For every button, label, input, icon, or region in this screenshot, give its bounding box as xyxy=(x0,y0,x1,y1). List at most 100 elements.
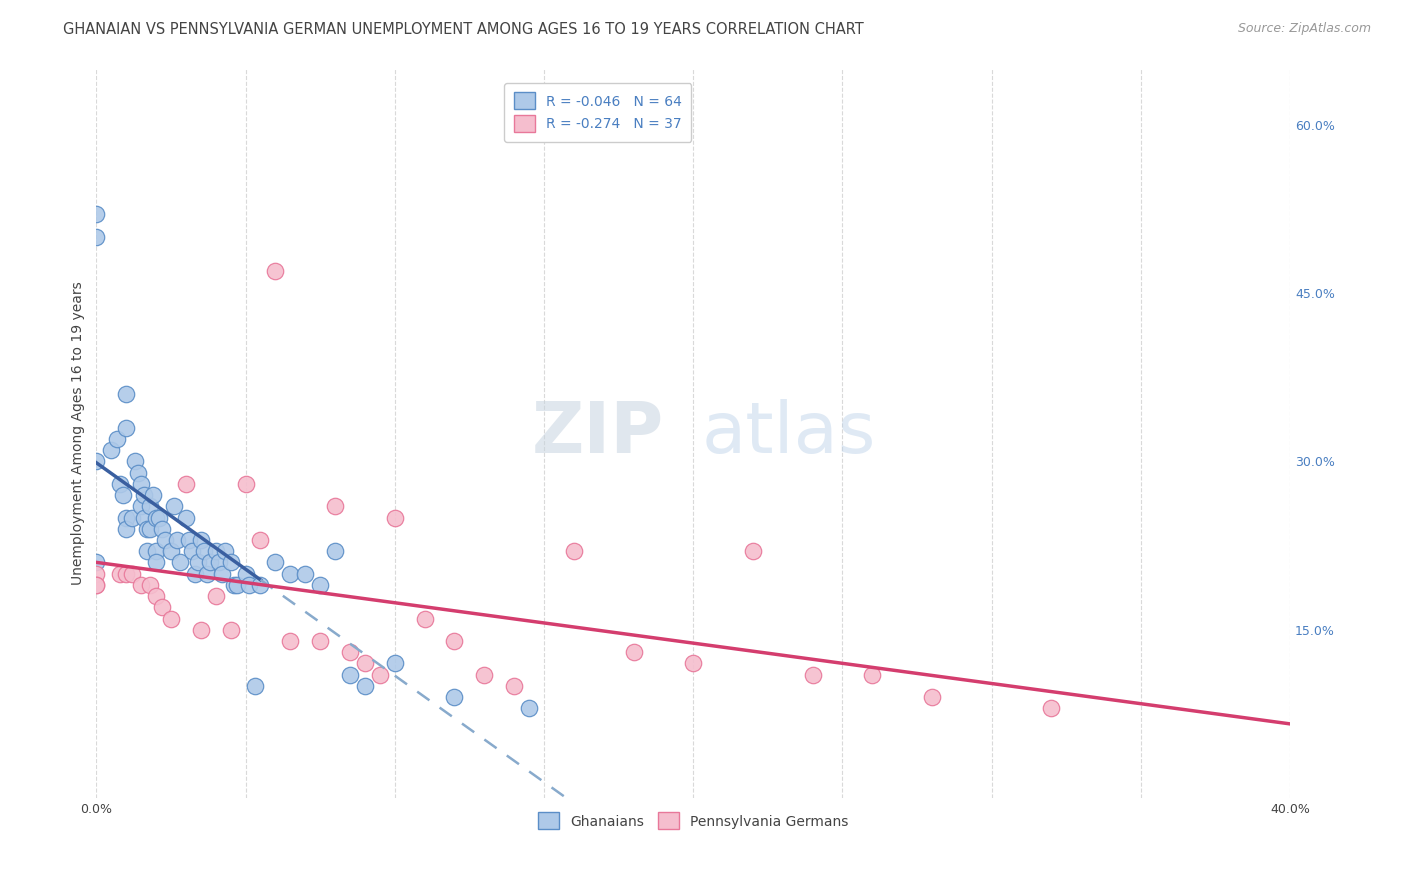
Point xyxy=(163,500,186,514)
Point xyxy=(121,566,143,581)
Point xyxy=(132,510,155,524)
Legend: Ghanaians, Pennsylvania Germans: Ghanaians, Pennsylvania Germans xyxy=(533,807,853,835)
Point xyxy=(86,566,108,581)
Point xyxy=(264,263,287,277)
Point xyxy=(86,454,108,468)
Point xyxy=(136,522,159,536)
Text: GHANAIAN VS PENNSYLVANIA GERMAN UNEMPLOYMENT AMONG AGES 16 TO 19 YEARS CORRELATI: GHANAIAN VS PENNSYLVANIA GERMAN UNEMPLOY… xyxy=(63,22,865,37)
Point xyxy=(115,510,138,524)
Point xyxy=(801,667,824,681)
Point xyxy=(354,657,377,671)
Point xyxy=(160,544,183,558)
Point xyxy=(110,476,132,491)
Point xyxy=(190,533,212,547)
Point xyxy=(562,544,585,558)
Point xyxy=(129,578,152,592)
Point xyxy=(249,578,271,592)
Point xyxy=(354,679,377,693)
Point xyxy=(323,544,346,558)
Point xyxy=(145,589,167,603)
Point xyxy=(623,645,645,659)
Point xyxy=(124,454,146,468)
Point xyxy=(219,623,242,637)
Point xyxy=(121,510,143,524)
Point xyxy=(177,533,200,547)
Point xyxy=(309,578,332,592)
Point xyxy=(222,578,245,592)
Point xyxy=(115,522,138,536)
Point xyxy=(741,544,763,558)
Point xyxy=(235,476,257,491)
Point xyxy=(238,578,260,592)
Point xyxy=(142,488,165,502)
Point xyxy=(187,556,209,570)
Point xyxy=(166,533,188,547)
Point xyxy=(384,657,406,671)
Point xyxy=(110,566,132,581)
Point xyxy=(160,611,183,625)
Point xyxy=(368,667,391,681)
Point xyxy=(249,533,271,547)
Text: atlas: atlas xyxy=(702,399,876,467)
Point xyxy=(204,589,226,603)
Point xyxy=(86,578,108,592)
Point xyxy=(148,510,170,524)
Point xyxy=(219,556,242,570)
Point xyxy=(860,667,883,681)
Point xyxy=(294,566,316,581)
Point xyxy=(86,556,108,570)
Point xyxy=(204,544,226,558)
Point xyxy=(129,476,152,491)
Point xyxy=(190,623,212,637)
Point xyxy=(100,443,122,458)
Point xyxy=(682,657,704,671)
Text: Source: ZipAtlas.com: Source: ZipAtlas.com xyxy=(1237,22,1371,36)
Point xyxy=(278,566,301,581)
Point xyxy=(309,634,332,648)
Point xyxy=(235,566,257,581)
Point xyxy=(384,510,406,524)
Point xyxy=(86,578,108,592)
Point xyxy=(132,488,155,502)
Point xyxy=(211,566,233,581)
Point xyxy=(174,476,197,491)
Point xyxy=(145,556,167,570)
Point xyxy=(323,500,346,514)
Point xyxy=(517,701,540,715)
Point xyxy=(145,544,167,558)
Point xyxy=(86,207,108,221)
Point xyxy=(105,432,128,446)
Point xyxy=(115,387,138,401)
Point xyxy=(339,645,361,659)
Point xyxy=(264,556,287,570)
Point xyxy=(139,500,162,514)
Point xyxy=(139,522,162,536)
Point xyxy=(174,510,197,524)
Point xyxy=(214,544,236,558)
Point xyxy=(208,556,231,570)
Point xyxy=(443,634,465,648)
Text: ZIP: ZIP xyxy=(531,399,664,467)
Point xyxy=(145,510,167,524)
Point xyxy=(115,566,138,581)
Point xyxy=(198,556,221,570)
Point xyxy=(472,667,495,681)
Point xyxy=(443,690,465,705)
Point xyxy=(339,667,361,681)
Point xyxy=(1040,701,1063,715)
Point xyxy=(115,421,138,435)
Point xyxy=(112,488,135,502)
Point xyxy=(169,556,191,570)
Point xyxy=(278,634,301,648)
Point xyxy=(127,466,149,480)
Point xyxy=(921,690,943,705)
Point xyxy=(193,544,215,558)
Point xyxy=(503,679,526,693)
Point xyxy=(413,611,436,625)
Point xyxy=(139,578,162,592)
Point xyxy=(153,533,176,547)
Point xyxy=(225,578,247,592)
Point xyxy=(184,566,207,581)
Point xyxy=(195,566,218,581)
Point xyxy=(243,679,266,693)
